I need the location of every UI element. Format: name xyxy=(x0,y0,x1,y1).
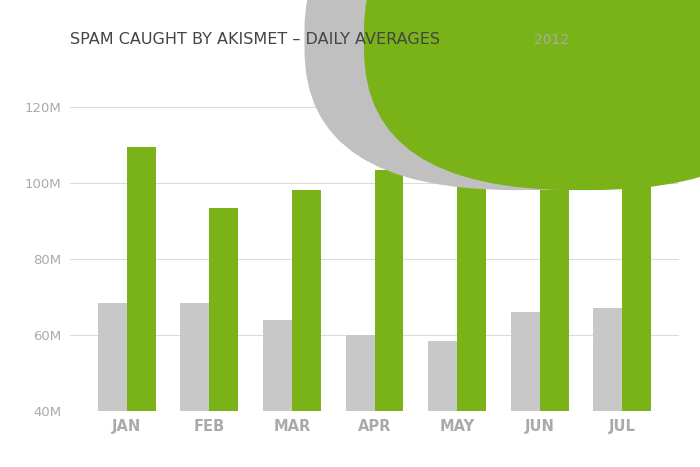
Bar xyxy=(540,153,568,467)
Bar xyxy=(346,335,375,467)
Bar xyxy=(374,170,403,467)
Bar xyxy=(209,208,238,467)
Bar xyxy=(594,308,622,467)
Bar xyxy=(263,320,292,467)
Bar xyxy=(181,303,209,467)
Text: 2013: 2013 xyxy=(594,32,636,47)
Bar xyxy=(292,191,321,467)
Text: 2012: 2012 xyxy=(534,33,569,47)
Bar xyxy=(511,312,540,467)
Bar xyxy=(98,303,127,467)
Bar xyxy=(622,160,651,467)
Bar xyxy=(127,147,155,467)
Text: SPAM CAUGHT BY AKISMET – DAILY AVERAGES: SPAM CAUGHT BY AKISMET – DAILY AVERAGES xyxy=(70,32,440,47)
Bar xyxy=(457,147,486,467)
Bar xyxy=(428,340,457,467)
